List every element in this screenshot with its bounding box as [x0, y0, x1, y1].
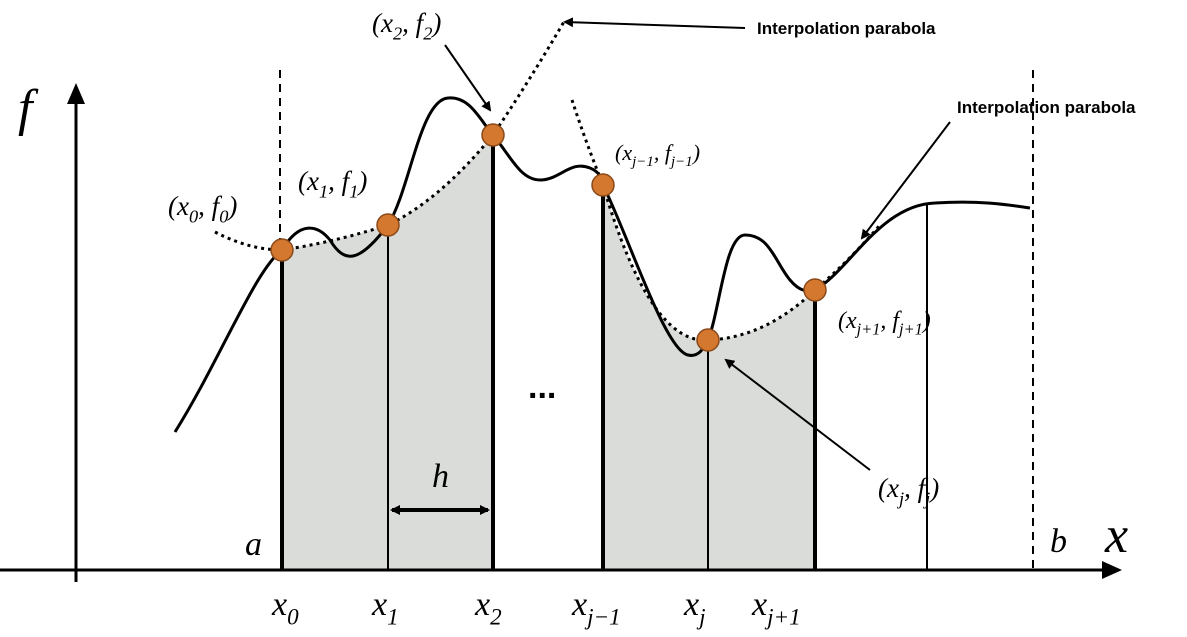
subscript: 1: [387, 605, 399, 631]
node: [696, 328, 720, 352]
spacing-label: h: [432, 458, 449, 495]
point-label: (xj−1, fj−1): [615, 140, 700, 170]
text-part: ): [226, 191, 237, 221]
text-part: (x: [838, 308, 857, 334]
y-axis-arrow: [67, 83, 85, 104]
subscript: 2: [490, 605, 502, 631]
nodes: [270, 123, 827, 352]
text-part: ): [356, 166, 367, 196]
subscript: 1: [319, 182, 328, 202]
text-part: , f: [198, 191, 223, 221]
point-label: (x0, f0): [168, 191, 237, 227]
node: [270, 238, 294, 262]
subscript: 0: [189, 207, 198, 227]
subscript: j: [696, 605, 705, 631]
text-part: , f: [654, 140, 674, 165]
arrow: [444, 44, 492, 112]
arrow: [724, 358, 871, 471]
text-part: (x: [878, 473, 899, 503]
subscript: j−1: [669, 154, 693, 170]
node: [591, 173, 615, 197]
text-part: , f: [904, 473, 929, 503]
text-part: (x: [615, 140, 632, 165]
parabola-1: [214, 19, 567, 252]
subscript: 2: [393, 24, 402, 44]
x-axis-arrow: [1102, 561, 1122, 579]
annotation: Interpolation parabola: [757, 19, 936, 38]
text-part: ): [691, 140, 700, 165]
text-part: , f: [328, 166, 353, 196]
subscript: j+1: [764, 605, 801, 631]
x-tick-label: xj−1: [571, 586, 621, 631]
ellipsis: ...: [528, 368, 556, 406]
subscript: j+1: [855, 320, 881, 339]
text-part: (x: [298, 166, 319, 196]
annotation: Interpolation parabola: [957, 98, 1136, 117]
ordinates: [280, 135, 928, 570]
subscript: j: [923, 489, 930, 509]
text-part: ): [430, 8, 441, 38]
subscript: j: [897, 489, 904, 509]
text-part: x: [571, 586, 587, 623]
subscript: 0: [287, 605, 299, 631]
text-part: ): [928, 473, 939, 503]
point-label: (x2, f2): [372, 8, 441, 44]
label-b: b: [1050, 523, 1067, 560]
subscript: j−1: [584, 605, 621, 631]
text-part: x: [683, 586, 699, 623]
x-tick-label: x0: [271, 586, 299, 631]
node: [803, 278, 827, 302]
text-part: ): [921, 308, 931, 334]
subscript: 0: [219, 207, 228, 227]
point-label: (x1, f1): [298, 166, 367, 202]
subscript: j−1: [630, 154, 654, 170]
text-part: x: [751, 586, 767, 623]
text-part: x: [371, 586, 387, 623]
point-label: (xj+1, fj+1): [838, 308, 931, 339]
x-axis-label: x: [1104, 507, 1128, 564]
text-part: x: [474, 586, 490, 623]
text-part: (x: [168, 191, 189, 221]
arrow: [563, 17, 746, 29]
x-tick-label: x2: [474, 586, 502, 631]
text-part: (x: [372, 8, 393, 38]
text-part: , f: [880, 308, 902, 334]
x-tick-label: xj: [683, 586, 706, 631]
text-part: , f: [402, 8, 427, 38]
subscript: j+1: [897, 320, 923, 339]
x-tick-label: xj+1: [751, 586, 801, 631]
label-a: a: [245, 526, 262, 563]
node: [376, 213, 400, 237]
x-tick-label: x1: [371, 586, 399, 631]
node: [481, 123, 505, 147]
text-part: x: [271, 586, 287, 623]
y-axis-label: f: [18, 80, 39, 137]
arrow: [860, 121, 951, 240]
subscript: 1: [349, 182, 358, 202]
subscript: 2: [423, 24, 432, 44]
point-label: (xj, fj): [878, 473, 939, 509]
